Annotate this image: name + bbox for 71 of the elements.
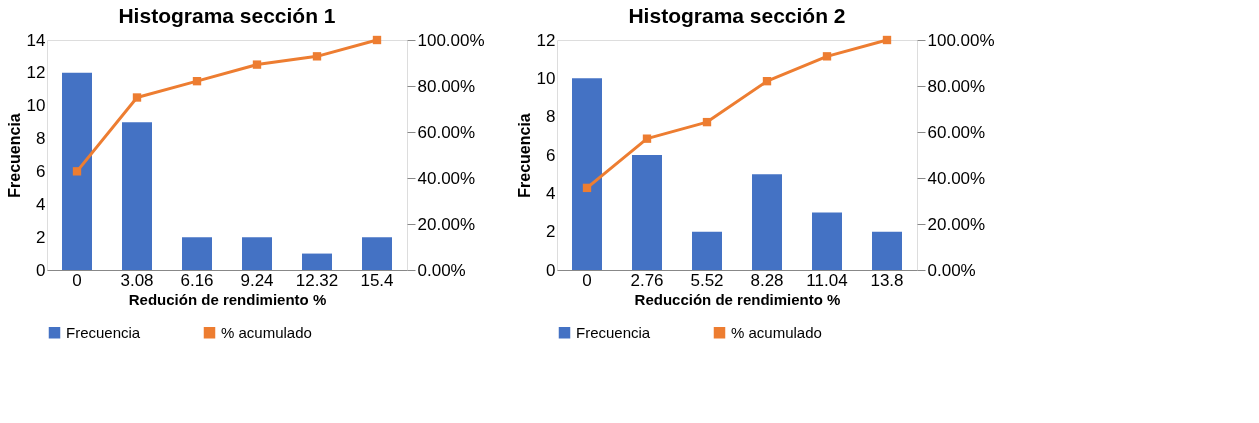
y-tick-label: 4 [36, 194, 46, 214]
point [762, 76, 772, 86]
y2-tick-label: 40.00% [417, 168, 476, 188]
point [252, 60, 262, 69]
y-tick-label: 2 [546, 222, 556, 242]
y2-tick-label: 100.00% [927, 30, 995, 50]
x-tick-label: 13.8 [870, 270, 904, 290]
y-axis-title: Frecuencia [515, 113, 533, 198]
point [822, 52, 832, 61]
point [132, 93, 142, 102]
point [312, 52, 322, 61]
x-tick-label: 2.76 [630, 270, 664, 290]
x-tick-label: 8.28 [750, 270, 784, 290]
bar [122, 122, 152, 270]
y-tick-label: 10 [26, 96, 46, 116]
point [72, 167, 82, 176]
x-tick-label: 12.32 [295, 270, 339, 290]
x-tick-label: 15.4 [360, 270, 394, 290]
x-tick-label: 0 [582, 270, 592, 290]
y2-tick-label: 60.00% [927, 122, 986, 142]
chart-title: Histograma sección 1 [118, 4, 336, 27]
bar [632, 155, 662, 270]
bar [182, 237, 212, 270]
y-tick-label: 10 [536, 68, 556, 88]
legend-label: Frecuencia [66, 323, 141, 341]
y-tick-label: 14 [26, 30, 46, 50]
point [642, 134, 652, 143]
y2-tick-label: 0.00% [417, 260, 466, 280]
x-tick-label: 11.04 [806, 270, 848, 290]
y-tick-label: 4 [546, 183, 556, 203]
y-tick-label: 12 [536, 30, 556, 50]
y2-tick-label: 20.00% [417, 214, 476, 234]
bar [362, 237, 392, 270]
x-tick-label: 3.08 [120, 270, 154, 290]
y-tick-label: 6 [546, 145, 556, 165]
y-tick-label: 8 [546, 107, 556, 127]
y-tick-label: 8 [36, 129, 46, 149]
x-tick-label: 0 [72, 270, 82, 290]
y-axis-title: Frecuencia [5, 113, 23, 198]
y2-tick-label: 80.00% [927, 76, 986, 96]
y2-tick-label: 40.00% [927, 168, 986, 188]
legend-label: % acumulado [731, 323, 822, 341]
y2-tick-label: 60.00% [417, 122, 476, 142]
bar [692, 231, 722, 270]
y2-tick-label: 0.00% [927, 260, 976, 280]
bar [812, 212, 842, 270]
legend-label: Frecuencia [576, 323, 651, 341]
y-tick-label: 6 [36, 161, 46, 181]
x-axis-title: Reducción de rendimiento % [634, 290, 841, 308]
point [192, 76, 202, 86]
y-tick-label: 2 [36, 227, 46, 247]
y2-tick-label: 100.00% [417, 30, 485, 50]
y-tick-label: 12 [26, 63, 46, 83]
point [582, 183, 592, 193]
legend-label: % acumulado [221, 323, 312, 341]
point [372, 35, 382, 45]
x-tick-label: 5.52 [690, 270, 724, 290]
x-axis-title: Redución de rendimiento % [128, 290, 327, 308]
bar [572, 78, 602, 270]
chart-title: Histograma sección 2 [628, 4, 846, 27]
x-tick-label: 9.24 [240, 270, 274, 290]
bar [242, 237, 272, 270]
bar [62, 72, 92, 270]
bar [872, 231, 902, 270]
bar [302, 253, 332, 270]
point [882, 35, 892, 45]
x-tick-label: 6.16 [180, 270, 214, 290]
y2-tick-label: 20.00% [927, 214, 986, 234]
y2-tick-label: 80.00% [417, 76, 476, 96]
bar [752, 174, 782, 270]
point [702, 117, 712, 127]
